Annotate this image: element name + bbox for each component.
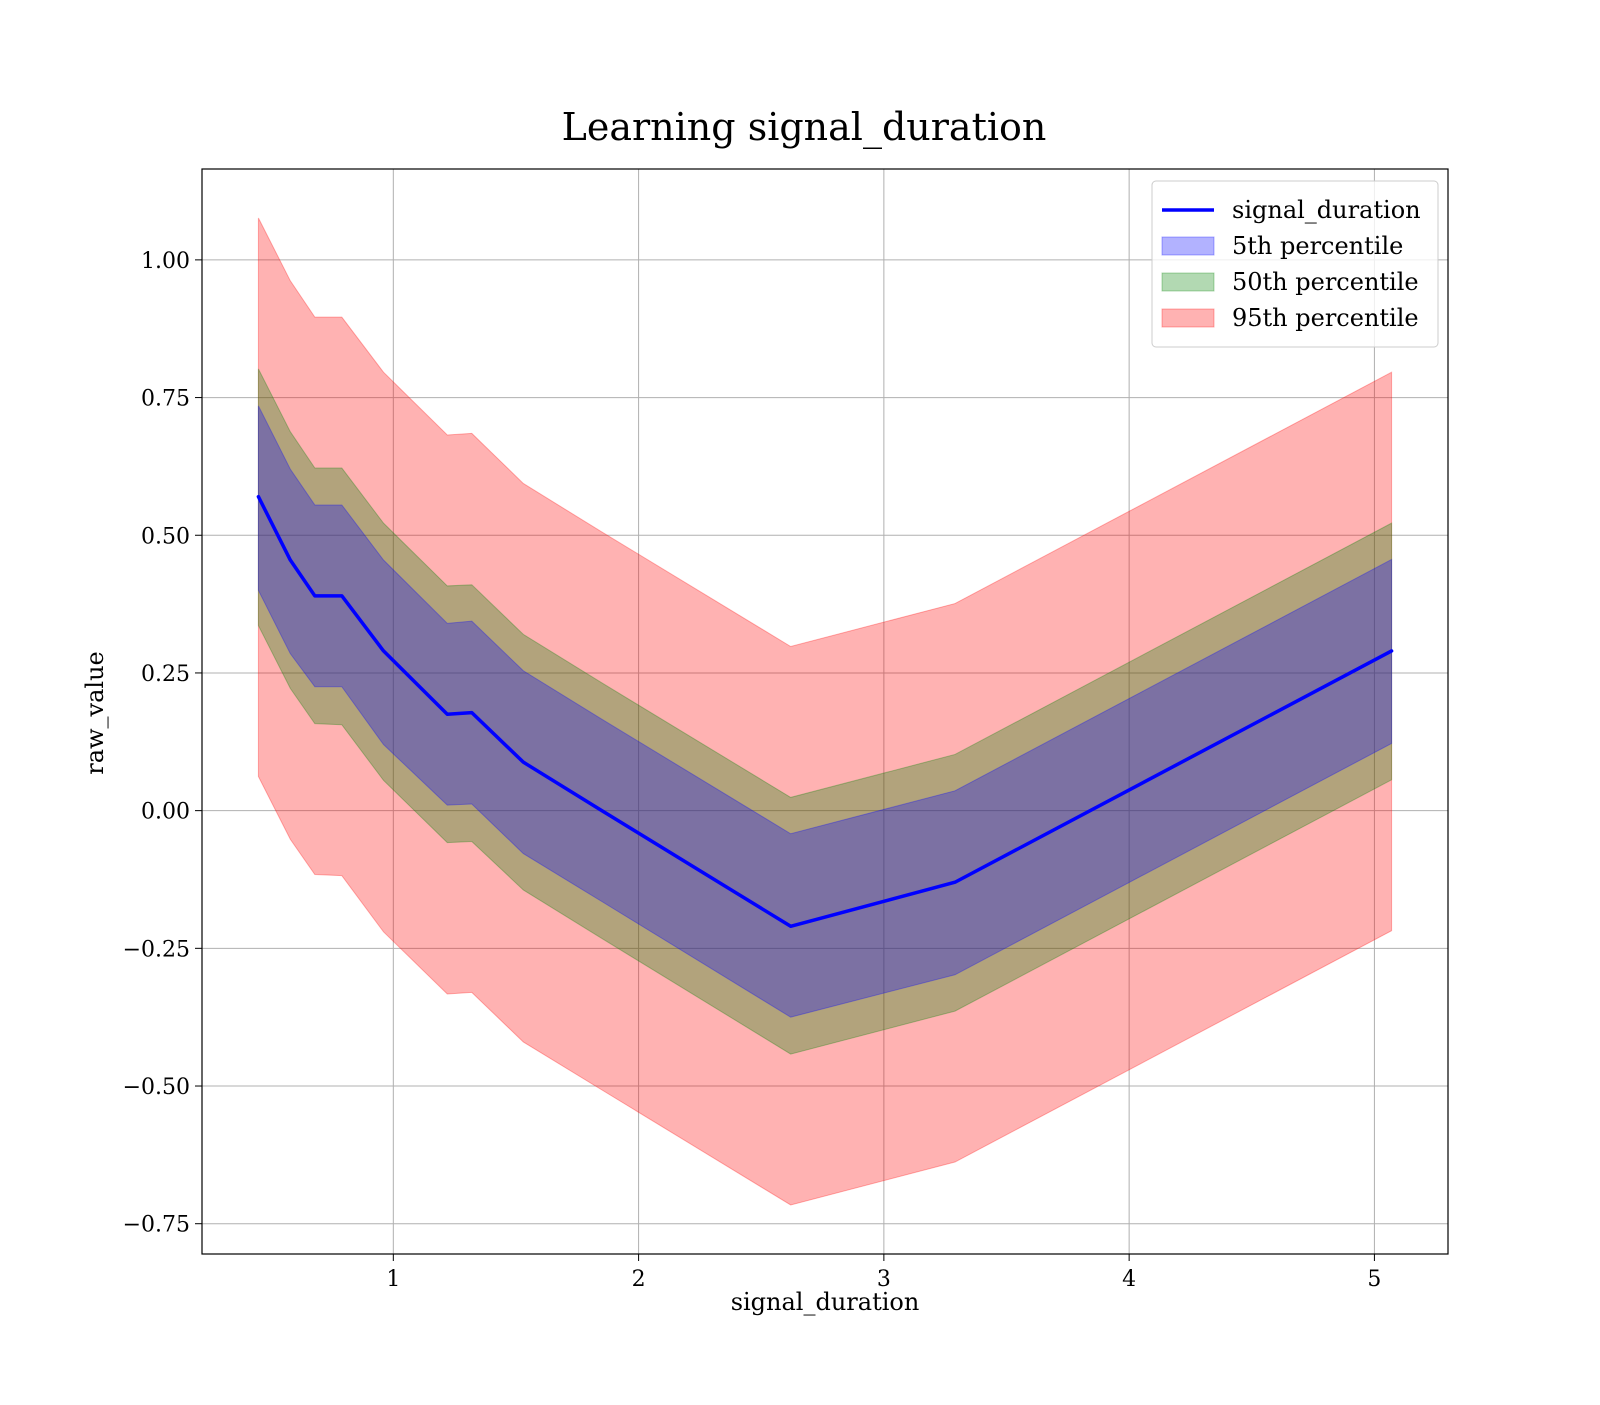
legend-label: signal_duration xyxy=(1232,196,1421,224)
y-tick-label: −0.50 xyxy=(123,1075,190,1100)
legend-swatch xyxy=(1161,272,1215,292)
legend-item-signal-duration: signal_duration xyxy=(1162,196,1421,224)
legend-swatch xyxy=(1161,308,1215,328)
legend: signal_duration 5th percentile 50th percen… xyxy=(1151,180,1439,348)
x-axis-label: signal_duration xyxy=(731,1288,920,1316)
band-50th-percentile xyxy=(257,368,1393,1055)
plot-frame xyxy=(201,168,1449,1255)
legend-label: 50th percentile xyxy=(1232,268,1419,296)
x-tick-label: 3 xyxy=(877,1267,891,1292)
y-tick-label: 0.25 xyxy=(141,662,190,687)
legend-label: 5th percentile xyxy=(1232,232,1403,260)
legend-box xyxy=(1151,180,1439,348)
axis-ticks: 1 2 3 4 5 −0.75 −0.50 −0.25 0.00 0.25 0.50 0.75 1.00 xyxy=(123,249,1382,1292)
legend-item-50th-percentile: 50th percentile xyxy=(1161,268,1419,296)
legend-item-95th-percentile: 95th percentile xyxy=(1161,304,1419,332)
legend-swatch xyxy=(1161,236,1215,256)
y-tick-label: 0.00 xyxy=(141,800,190,825)
percentile-bands xyxy=(257,217,1393,1206)
y-tick-label: −0.25 xyxy=(123,937,190,962)
y-tick-label: 0.50 xyxy=(141,524,190,549)
line-signal-duration xyxy=(256,494,1394,929)
x-tick-label: 2 xyxy=(632,1267,646,1292)
chart-title: Learning signal_duration xyxy=(562,105,1047,150)
y-tick-label: −0.75 xyxy=(123,1213,190,1238)
y-tick-label: 1.00 xyxy=(141,249,190,274)
y-tick-label: 0.75 xyxy=(141,387,190,412)
legend-label: 95th percentile xyxy=(1232,304,1419,332)
x-tick-label: 1 xyxy=(386,1267,400,1292)
x-tick-label: 4 xyxy=(1122,1267,1136,1292)
series-lines xyxy=(256,494,1394,929)
band-5th-percentile xyxy=(257,405,1393,1018)
y-axis-label: raw_value xyxy=(81,651,109,775)
x-tick-label: 5 xyxy=(1367,1267,1381,1292)
legend-item-5th-percentile: 5th percentile xyxy=(1161,232,1403,260)
band-95th-percentile xyxy=(257,217,1393,1206)
